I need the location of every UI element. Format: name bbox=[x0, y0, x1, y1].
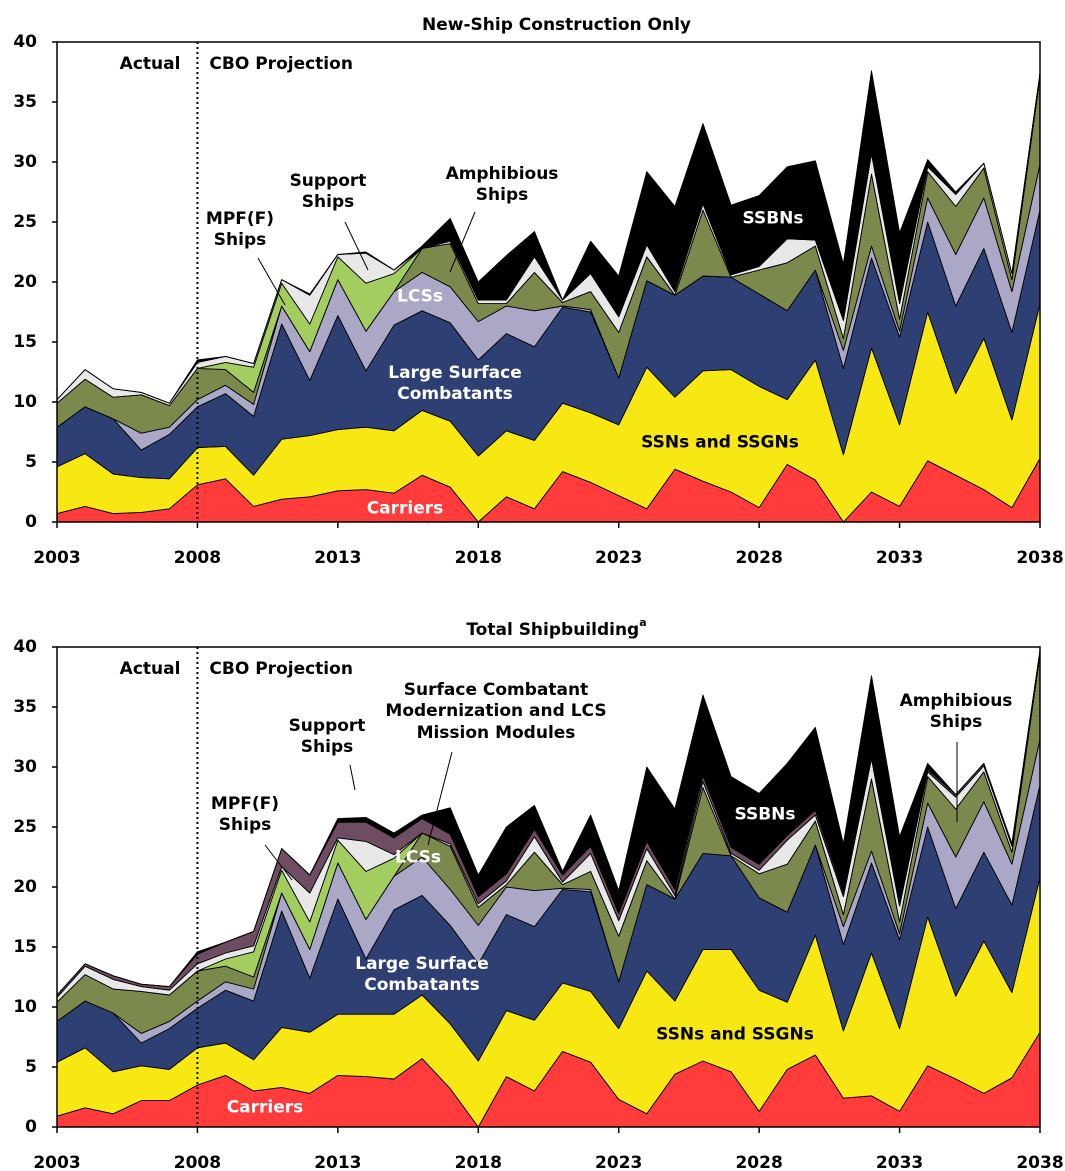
y-tick-label: 25 bbox=[13, 212, 37, 232]
chart-title-note: a bbox=[639, 616, 646, 629]
y-tick-label: 30 bbox=[13, 757, 37, 777]
label-pointer bbox=[264, 844, 293, 881]
y-tick-label: 5 bbox=[25, 452, 37, 472]
series-label: Support Ships bbox=[288, 715, 366, 757]
x-tick-label: 2003 bbox=[33, 548, 80, 568]
series-label: SSNs and SSGNs bbox=[641, 432, 799, 453]
series-label: Amphibious Ships bbox=[899, 690, 1013, 732]
y-tick-label: 20 bbox=[13, 272, 37, 292]
series-label: Carriers bbox=[226, 1097, 304, 1118]
y-tick-label: 0 bbox=[25, 1117, 37, 1137]
x-tick-label: 2013 bbox=[314, 548, 361, 568]
x-tick-label: 2008 bbox=[174, 548, 221, 568]
series-label: Amphibious Ships bbox=[445, 163, 559, 205]
series-label: Large Surface Combatants bbox=[355, 953, 489, 995]
x-tick-label: 2008 bbox=[174, 1153, 221, 1171]
y-tick-label: 35 bbox=[13, 697, 37, 717]
chart-title-text: New-Ship Construction Only bbox=[422, 15, 691, 35]
x-tick-label: 2033 bbox=[876, 1153, 923, 1171]
y-tick-label: 10 bbox=[13, 392, 37, 412]
series-label: Carriers bbox=[366, 498, 444, 519]
series-label: SSBNs bbox=[742, 208, 804, 229]
y-tick-label: 5 bbox=[25, 1057, 37, 1077]
series-label: MPF(F) Ships bbox=[210, 793, 280, 835]
x-tick-label: 2028 bbox=[735, 1153, 782, 1171]
series-label: LCSs bbox=[397, 286, 443, 307]
x-tick-label: 2038 bbox=[1016, 548, 1063, 568]
series-label: Surface Combatant Modernization and LCS … bbox=[385, 680, 607, 743]
x-tick-label: 2003 bbox=[33, 1153, 80, 1171]
x-tick-label: 2038 bbox=[1016, 1153, 1063, 1171]
x-tick-label: 2023 bbox=[595, 1153, 642, 1171]
annotation: CBO Projection bbox=[209, 659, 353, 679]
chart-title-text: Total Shipbuilding bbox=[466, 620, 639, 640]
x-tick-label: 2033 bbox=[876, 548, 923, 568]
y-tick-label: 15 bbox=[13, 937, 37, 957]
y-tick-label: 40 bbox=[13, 32, 37, 52]
series-label: MPF(F) Ships bbox=[205, 208, 275, 250]
y-tick-label: 10 bbox=[13, 997, 37, 1017]
series-label: Support Ships bbox=[289, 170, 367, 212]
annotation: CBO Projection bbox=[209, 54, 353, 74]
x-tick-label: 2028 bbox=[735, 548, 782, 568]
y-tick-label: 35 bbox=[13, 92, 37, 112]
y-tick-label: 20 bbox=[13, 877, 37, 897]
annotation: Actual bbox=[120, 54, 181, 74]
y-tick-label: 0 bbox=[25, 512, 37, 532]
label-pointer bbox=[427, 751, 453, 846]
y-tick-label: 40 bbox=[13, 637, 37, 657]
x-tick-label: 2023 bbox=[595, 548, 642, 568]
series-label: SSBNs bbox=[734, 804, 796, 825]
x-tick-label: 2013 bbox=[314, 1153, 361, 1171]
chart-title: New-Ship Construction Only bbox=[422, 15, 691, 35]
label-pointer bbox=[349, 764, 356, 791]
y-tick-label: 25 bbox=[13, 817, 37, 837]
series-label: Large Surface Combatants bbox=[388, 362, 522, 404]
label-pointer bbox=[257, 257, 286, 306]
label-pointer bbox=[449, 211, 476, 273]
y-tick-label: 30 bbox=[13, 152, 37, 172]
chart-title: Total Shipbuildinga bbox=[466, 616, 646, 640]
x-tick-label: 2018 bbox=[455, 1153, 502, 1171]
x-tick-label: 2018 bbox=[455, 548, 502, 568]
label-pointer bbox=[344, 221, 369, 271]
series-label: LCSs bbox=[395, 847, 441, 868]
y-tick-label: 15 bbox=[13, 332, 37, 352]
annotation: Actual bbox=[120, 659, 181, 679]
series-label: SSNs and SSGNs bbox=[656, 1024, 814, 1045]
